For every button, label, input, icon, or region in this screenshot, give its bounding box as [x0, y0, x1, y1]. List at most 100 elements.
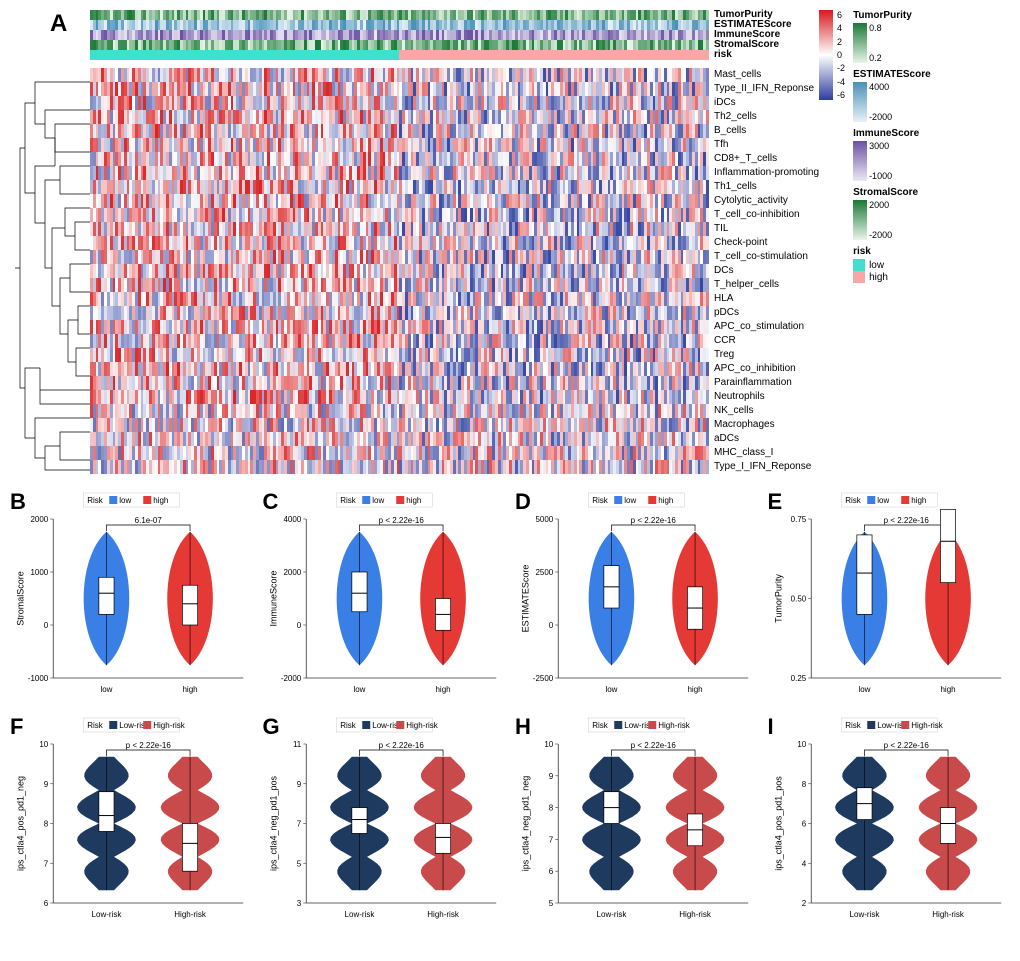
svg-text:7: 7: [44, 859, 49, 868]
row-label: Cytolytic_activity: [714, 194, 819, 208]
row-label: T_cell_co-stimulation: [714, 250, 819, 264]
violin-panel-B: BRisklowhigh-1000010002000StromalScorelo…: [10, 489, 253, 704]
heatmap-row: [90, 278, 710, 292]
svg-text:StromalScore: StromalScore: [15, 571, 25, 626]
row-label: Mast_cells: [714, 68, 819, 82]
row-label: B_cells: [714, 124, 819, 138]
svg-text:high: high: [153, 496, 168, 505]
svg-text:ips_ctla4_pos_pd1_pos: ips_ctla4_pos_pd1_pos: [773, 776, 783, 871]
figure: A: [10, 10, 1010, 929]
annot-track-ImmuneScore: [90, 30, 710, 40]
svg-text:Risk: Risk: [87, 496, 104, 505]
row-label: Tfh: [714, 138, 819, 152]
violin-svg: RiskLow-riskHigh-risk5678910ips_ctla4_ne…: [515, 714, 758, 929]
svg-text:Low-risk: Low-risk: [849, 910, 880, 919]
svg-text:Low-risk: Low-risk: [344, 910, 375, 919]
row-label: T_helper_cells: [714, 278, 819, 292]
svg-text:0: 0: [549, 621, 554, 630]
svg-text:9: 9: [549, 772, 554, 781]
svg-text:3: 3: [296, 899, 301, 908]
svg-text:high: high: [435, 685, 450, 694]
violin-svg: Risklowhigh-1000010002000StromalScorelow…: [10, 489, 253, 704]
row-label: aDCs: [714, 432, 819, 446]
violin-svg: RiskLow-riskHigh-risk246810ips_ctla4_pos…: [768, 714, 1011, 929]
heatmap-row: [90, 390, 710, 404]
row-label: Treg: [714, 348, 819, 362]
panel-label: E: [768, 489, 783, 515]
heatmap-row: [90, 96, 710, 110]
heatmap: [90, 10, 710, 474]
svg-text:4000: 4000: [283, 515, 301, 524]
heatmap-row: [90, 306, 710, 320]
svg-text:5: 5: [549, 899, 554, 908]
heatmap-row: [90, 236, 710, 250]
row-label: Neutrophils: [714, 390, 819, 404]
violin-svg: Risklowhigh-2500025005000ESTIMATEScorelo…: [515, 489, 758, 704]
violin-panel-C: CRisklowhigh-2000020004000ImmuneScorelow…: [263, 489, 506, 704]
svg-text:low: low: [100, 685, 112, 694]
annot-label: risk: [714, 50, 819, 60]
row-label: NK_cells: [714, 404, 819, 418]
svg-text:p < 2.22e-16: p < 2.22e-16: [631, 741, 677, 750]
heatmap-row: [90, 124, 710, 138]
svg-text:10: 10: [39, 740, 48, 749]
svg-text:High-risk: High-risk: [174, 910, 207, 919]
svg-text:low: low: [605, 685, 617, 694]
svg-text:Low-risk: Low-risk: [92, 910, 123, 919]
svg-text:0.25: 0.25: [790, 674, 806, 683]
svg-text:7: 7: [549, 835, 554, 844]
legend-risk: risklowhigh: [853, 246, 931, 283]
svg-text:ImmuneScore: ImmuneScore: [268, 570, 278, 626]
heatmap-row: [90, 334, 710, 348]
heatmap-body: [90, 68, 710, 474]
heatmap-row-labels: Mast_cellsType_II_IFN_ReponseiDCsTh2_cel…: [714, 68, 819, 474]
svg-text:high: high: [687, 685, 702, 694]
svg-text:8: 8: [801, 780, 806, 789]
annot-track-ESTIMATEScore: [90, 20, 710, 30]
svg-text:High-risk: High-risk: [679, 910, 712, 919]
svg-text:-1000: -1000: [28, 674, 49, 683]
heatmap-row: [90, 418, 710, 432]
svg-text:2: 2: [801, 899, 806, 908]
row-label: Type_I_IFN_Reponse: [714, 460, 819, 474]
svg-text:1000: 1000: [30, 568, 48, 577]
panel-label: D: [515, 489, 531, 515]
panel-label: F: [10, 714, 23, 740]
svg-text:2000: 2000: [30, 515, 48, 524]
svg-text:High-risk: High-risk: [427, 910, 460, 919]
heatmap-row: [90, 194, 710, 208]
svg-text:High-risk: High-risk: [658, 721, 691, 730]
row-label: CD8+_T_cells: [714, 152, 819, 166]
svg-text:4: 4: [801, 859, 806, 868]
svg-text:0.50: 0.50: [790, 595, 806, 604]
annot-track-TumorPurity: [90, 10, 710, 20]
svg-text:11: 11: [292, 740, 301, 749]
svg-text:ips_ctla4_pos_pd1_neg: ips_ctla4_pos_pd1_neg: [15, 776, 25, 871]
violin-panel-E: ERisklowhigh0.250.500.75TumorPuritylowhi…: [768, 489, 1011, 704]
legend-TumorPurity: TumorPurity0.80.2: [853, 10, 931, 63]
row-label: Check-point: [714, 236, 819, 250]
svg-text:0: 0: [44, 621, 49, 630]
heatmap-row: [90, 152, 710, 166]
violin-svg: Risklowhigh0.250.500.75TumorPuritylowhig…: [768, 489, 1011, 704]
heatmap-row: [90, 166, 710, 180]
svg-text:Low-risk: Low-risk: [597, 910, 628, 919]
svg-text:low: low: [877, 496, 889, 505]
heatmap-row: [90, 264, 710, 278]
panel-label: C: [263, 489, 279, 515]
svg-text:high: high: [182, 685, 197, 694]
legend-ImmuneScore: ImmuneScore3000-1000: [853, 128, 931, 181]
svg-text:TumorPurity: TumorPurity: [773, 574, 783, 623]
heatmap-row: [90, 110, 710, 124]
svg-text:-2500: -2500: [533, 674, 554, 683]
svg-text:Risk: Risk: [845, 496, 862, 505]
svg-text:2500: 2500: [535, 568, 553, 577]
annot-track-StromalScore: [90, 40, 710, 50]
violin-svg: RiskLow-riskHigh-risk678910ips_ctla4_pos…: [10, 714, 253, 929]
svg-text:high: high: [911, 496, 926, 505]
heatmap-row: [90, 180, 710, 194]
svg-text:Risk: Risk: [340, 721, 357, 730]
heatmap-row: [90, 460, 710, 474]
heatmap-row: [90, 362, 710, 376]
panel-label: H: [515, 714, 531, 740]
